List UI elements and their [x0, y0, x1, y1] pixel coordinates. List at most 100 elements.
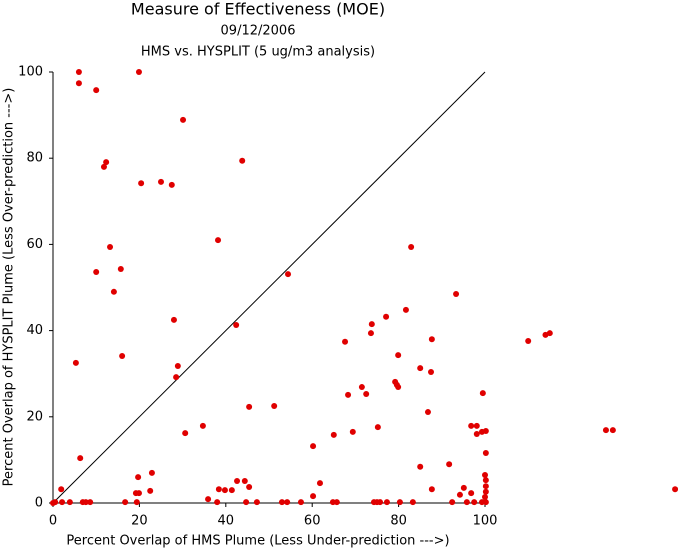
point	[417, 463, 424, 470]
point	[602, 427, 609, 434]
point	[297, 499, 304, 506]
point	[180, 116, 187, 123]
x-axis-label: Percent Overlap of HMS Plume (Less Under…	[66, 534, 449, 549]
point	[135, 490, 142, 497]
point	[75, 80, 82, 87]
point	[396, 499, 403, 506]
point	[349, 428, 356, 435]
point	[59, 499, 66, 506]
point	[147, 487, 154, 494]
point	[482, 471, 488, 478]
point	[473, 431, 480, 438]
y-axis-label: Percent Overlap of HYSPLIT Plume (Less O…	[2, 88, 17, 487]
point	[246, 403, 253, 410]
point	[182, 430, 189, 437]
point	[72, 359, 79, 366]
point	[377, 499, 384, 506]
point	[395, 352, 402, 359]
point	[468, 422, 475, 429]
point	[368, 321, 375, 328]
point	[58, 486, 65, 493]
point	[417, 365, 424, 372]
point	[316, 480, 323, 487]
y-tick-label: 100	[18, 65, 43, 80]
point	[199, 422, 206, 429]
point	[107, 243, 114, 250]
point	[482, 493, 488, 500]
x-tick-label: 40	[218, 514, 235, 529]
point	[110, 288, 117, 295]
y-tick-label: 80	[26, 151, 43, 166]
point	[374, 424, 381, 431]
point	[233, 321, 240, 328]
point	[215, 486, 222, 493]
point	[672, 486, 678, 493]
point	[473, 422, 480, 429]
point	[271, 403, 278, 410]
point	[205, 496, 212, 503]
point	[285, 271, 292, 278]
y-tick-label: 60	[26, 237, 43, 252]
point	[310, 493, 317, 500]
point	[221, 487, 228, 494]
point	[471, 499, 478, 506]
point	[66, 499, 73, 506]
point	[246, 484, 253, 491]
point	[482, 428, 489, 435]
point	[482, 483, 489, 490]
point	[117, 265, 124, 272]
point	[278, 499, 285, 506]
point	[228, 487, 235, 494]
point	[428, 486, 435, 493]
point	[358, 384, 365, 391]
y-tick-label: 20	[26, 409, 43, 424]
point	[482, 450, 489, 457]
point	[82, 499, 89, 506]
point	[214, 499, 221, 506]
x-tick-label: 60	[304, 514, 321, 529]
point	[460, 484, 467, 491]
point	[482, 477, 489, 484]
point	[428, 368, 434, 375]
y-tick-label: 40	[26, 323, 43, 338]
point	[456, 491, 463, 498]
point	[333, 499, 340, 506]
chart-subtitle: HMS vs. HYSPLIT (5 ug/m3 analysis)	[141, 45, 375, 60]
point	[103, 159, 110, 166]
chart-title: Measure of Effectiveness (MOE)	[131, 0, 385, 19]
point	[525, 337, 532, 344]
point	[234, 478, 241, 485]
point	[93, 87, 100, 94]
point	[52, 499, 59, 506]
point	[363, 390, 370, 397]
point	[428, 336, 435, 343]
point	[77, 455, 84, 462]
point	[170, 316, 177, 323]
point	[239, 157, 246, 164]
point	[243, 499, 250, 506]
x-tick-label: 0	[49, 514, 57, 529]
point	[609, 427, 616, 434]
point	[241, 478, 248, 485]
point	[138, 180, 145, 187]
point	[424, 409, 431, 416]
point	[284, 499, 291, 506]
point	[345, 391, 352, 398]
point	[383, 313, 390, 320]
point	[446, 461, 453, 468]
point	[330, 431, 337, 438]
point	[367, 330, 374, 337]
x-tick-label: 80	[390, 514, 407, 529]
x-tick-label: 100	[473, 514, 498, 529]
point	[168, 181, 175, 188]
point	[253, 499, 260, 506]
point	[395, 384, 402, 391]
point	[174, 362, 181, 369]
point	[93, 268, 100, 275]
point	[383, 499, 390, 506]
point	[135, 69, 142, 75]
reference-line	[52, 71, 486, 504]
point	[468, 490, 475, 497]
